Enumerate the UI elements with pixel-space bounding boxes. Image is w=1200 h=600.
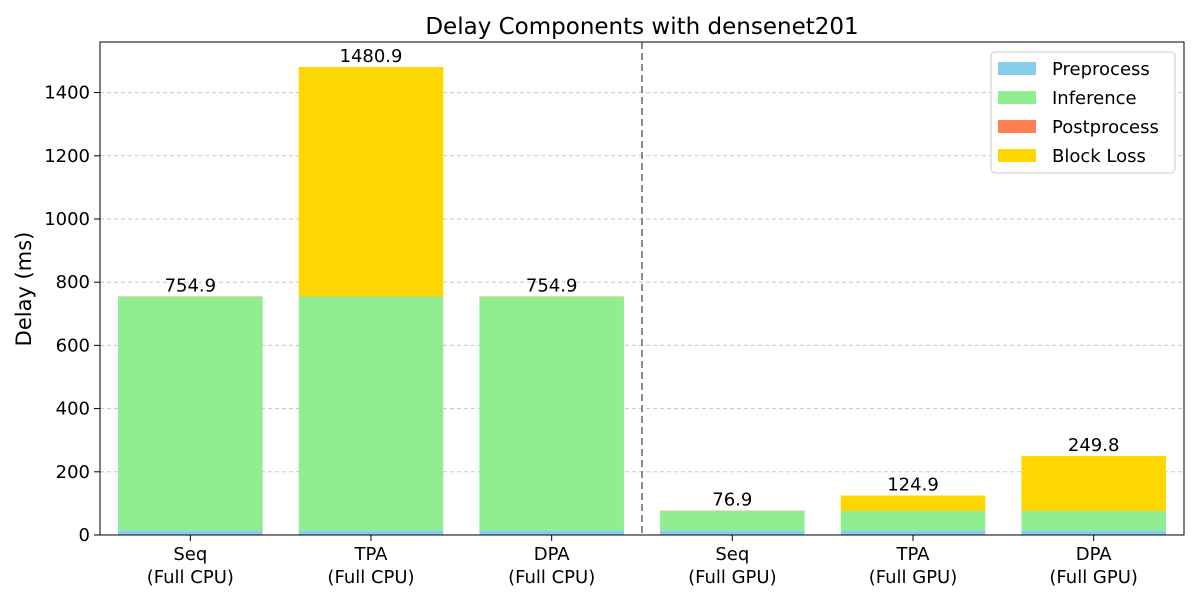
- legend-swatch: [998, 120, 1036, 133]
- x-tick-label: DPA: [1076, 544, 1113, 565]
- legend-swatch: [998, 62, 1036, 75]
- x-tick-label-sub: (Full GPU): [688, 567, 777, 588]
- bar-inference: [118, 296, 263, 531]
- y-tick-label: 400: [56, 399, 90, 420]
- total-label: 76.9: [712, 490, 752, 511]
- bar-inference: [840, 511, 986, 531]
- bar-preprocess: [298, 530, 444, 535]
- y-tick-label: 1000: [44, 209, 90, 230]
- bar-preprocess: [660, 530, 805, 535]
- total-label: 249.8: [1068, 435, 1120, 456]
- y-tick-label: 1400: [44, 83, 90, 104]
- bar-preprocess: [479, 530, 624, 535]
- legend-label: Preprocess: [1052, 59, 1150, 80]
- legend: Preprocess Inference Postprocess Block Loss: [990, 51, 1176, 174]
- total-label: 124.9: [887, 475, 939, 496]
- plot-frame: [99, 41, 1185, 536]
- legend-label: Postprocess: [1052, 117, 1159, 138]
- x-tick-label: TPA: [353, 544, 388, 565]
- x-tick-label-sub: (Full GPU): [1049, 567, 1138, 588]
- x-tick-label: Seq: [173, 544, 207, 565]
- y-tick-label: 600: [56, 335, 90, 356]
- x-tick-label-sub: (Full GPU): [869, 567, 958, 588]
- bar-preprocess: [840, 530, 986, 535]
- y-tick-label: 0: [79, 525, 90, 546]
- legend-label: Block Loss: [1052, 146, 1146, 167]
- y-tick-label: 1200: [44, 146, 90, 167]
- bar-inference: [479, 296, 624, 531]
- y-tick-label: 800: [56, 272, 90, 293]
- legend-label: Inference: [1052, 88, 1137, 109]
- legend-box: [990, 51, 1176, 174]
- bar-inference: [660, 511, 805, 531]
- total-label: 1480.9: [340, 46, 403, 67]
- bar-block-loss: [1021, 456, 1166, 511]
- legend-swatch: [998, 91, 1036, 104]
- bar-inference: [1021, 511, 1166, 531]
- x-tick-label-sub: (Full CPU): [147, 567, 234, 588]
- total-label: 754.9: [165, 275, 217, 296]
- x-tick-label-sub: (Full CPU): [327, 567, 414, 588]
- bar-block-loss: [840, 495, 986, 511]
- x-tick-label: TPA: [895, 544, 930, 565]
- bar-preprocess: [118, 530, 263, 535]
- y-axis-label: Delay (ms): [12, 232, 36, 347]
- data-labels: 754.9 1480.9 754.9 76.9 124.9 249.8: [165, 46, 1120, 511]
- chart-title: Delay Components with densenet201: [425, 14, 858, 40]
- legend-swatch: [998, 149, 1036, 162]
- x-tick-label: Seq: [715, 544, 749, 565]
- x-tick-label-sub: (Full CPU): [508, 567, 595, 588]
- bar-block-loss: [298, 66, 444, 297]
- y-tick-label: 200: [56, 462, 90, 483]
- bars: [118, 66, 1166, 535]
- total-label: 754.9: [526, 275, 578, 296]
- x-tick-label: DPA: [534, 544, 571, 565]
- bar-preprocess: [1021, 530, 1166, 535]
- bar-inference: [298, 296, 444, 531]
